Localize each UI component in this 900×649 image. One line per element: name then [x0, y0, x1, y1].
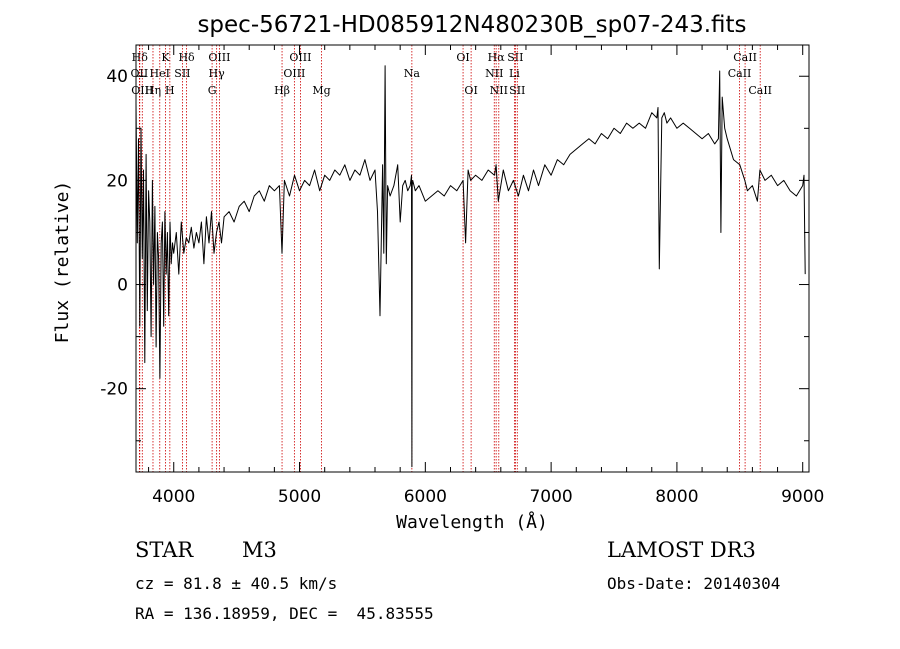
line-marker-label-15: Mg: [312, 84, 330, 97]
line-marker-label-20: NII: [485, 67, 503, 80]
line-marker-label-16: Na: [404, 67, 421, 80]
x-tick-label-4000: 4000: [152, 487, 195, 507]
line-marker-label-24: SII: [509, 84, 525, 97]
line-marker-label-1: OII: [131, 67, 149, 80]
line-marker-label-8: Hδ: [178, 51, 195, 64]
line-marker-label-0: Hδ: [132, 51, 149, 64]
y-axis-ticks: -20 0 20 40: [100, 67, 809, 442]
line-marker-label-14: OIII: [283, 67, 305, 80]
spectrum-series: [135, 65, 806, 468]
line-markers: Hδ OII OIII K HeI Hη SII H Hδ OIII Hγ G Hβ OIII OIII Mg…: [131, 45, 772, 472]
survey-name: LAMOST DR3: [607, 538, 756, 562]
object-class: STAR: [135, 538, 194, 562]
line-marker-label-6: SII: [174, 67, 190, 80]
line-marker-label-23: Li: [509, 67, 520, 80]
line-marker-label-13: OIII: [289, 51, 311, 64]
y-tick-label--20: -20: [100, 380, 128, 400]
line-marker-label-7: H: [165, 84, 175, 97]
line-marker-label-12: Hβ: [274, 84, 290, 97]
redshift-readout: cz = 81.8 ± 40.5 km/s: [135, 574, 338, 593]
line-marker-label-10: Hγ: [209, 67, 226, 80]
line-marker-label-26: CaII: [728, 67, 752, 80]
coordinates-readout: RA = 136.18959, DEC = 45.83555: [135, 604, 434, 623]
line-marker-label-4: HeI: [150, 67, 170, 80]
x-tick-label-7000: 7000: [529, 487, 572, 507]
line-marker-label-17: OI: [456, 51, 469, 64]
spectrum-line: [135, 65, 806, 468]
y-tick-label-20: 20: [106, 171, 128, 191]
y-tick-label-40: 40: [106, 67, 128, 87]
x-tick-label-5000: 5000: [278, 487, 321, 507]
plot-frame: [135, 44, 810, 473]
x-axis-label: Wavelength (Å): [396, 511, 548, 533]
line-marker-label-2: OIII: [131, 84, 153, 97]
obs-date: Obs-Date: 20140304: [607, 574, 781, 593]
line-marker-label-18: OI: [464, 84, 477, 97]
x-tick-label-8000: 8000: [655, 487, 698, 507]
line-marker-label-3: K: [161, 51, 170, 64]
x-tick-label-9000: 9000: [781, 487, 824, 507]
line-marker-label-19: Hα: [488, 51, 506, 64]
chart-title: spec-56721-HD085912N480230B_sp07-243.fit…: [197, 12, 746, 38]
x-tick-label-6000: 6000: [404, 487, 447, 507]
line-marker-label-11: G: [208, 84, 217, 97]
y-tick-label-0: 0: [117, 276, 128, 296]
line-marker-label-21: NII: [490, 84, 508, 97]
line-marker-label-27: CaII: [748, 84, 772, 97]
line-marker-label-25: CaII: [733, 51, 757, 64]
line-marker-label-5: Hη: [145, 84, 161, 97]
x-axis-ticks: 4000 5000 6000 7000 8000 9000: [148, 45, 824, 507]
line-marker-label-22: SII: [507, 51, 523, 64]
object-subclass: M3: [242, 538, 277, 562]
line-marker-label-9: OIII: [208, 51, 230, 64]
y-axis-label: Flux (relative): [52, 181, 73, 344]
